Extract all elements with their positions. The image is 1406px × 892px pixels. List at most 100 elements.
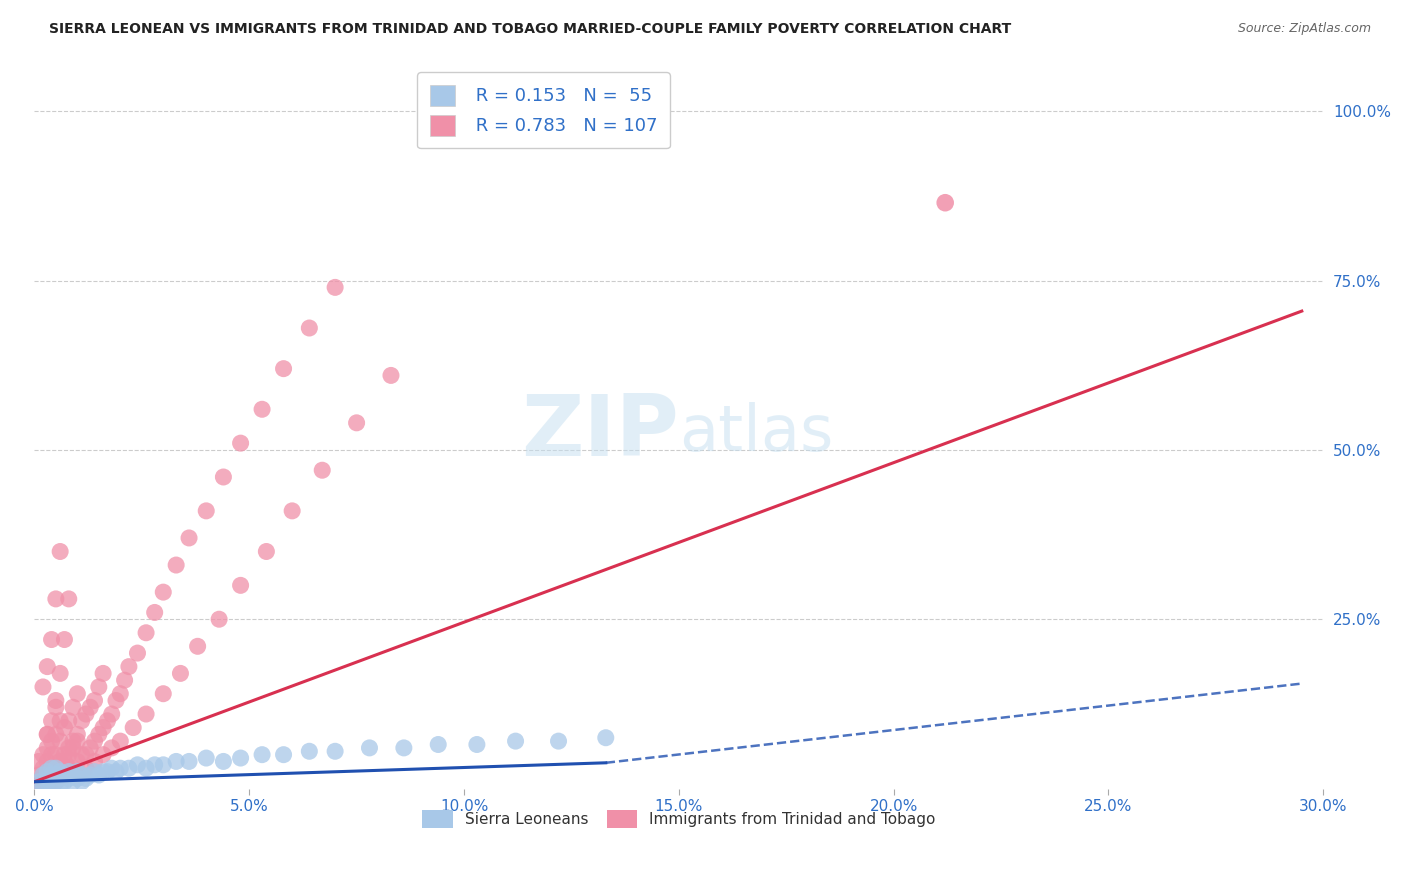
Point	[152, 585, 174, 599]
Point	[41, 768, 63, 782]
Point	[49, 764, 72, 779]
Point	[53, 755, 76, 769]
Point	[41, 761, 63, 775]
Point	[143, 757, 166, 772]
Point	[53, 768, 76, 782]
Point	[177, 531, 200, 545]
Point	[53, 774, 76, 789]
Point	[62, 768, 84, 782]
Point	[66, 772, 89, 786]
Point	[28, 778, 51, 792]
Point	[70, 774, 93, 789]
Point	[41, 747, 63, 762]
Point	[135, 761, 157, 775]
Point	[392, 740, 415, 755]
Point	[62, 774, 84, 789]
Point	[28, 778, 51, 792]
Point	[49, 755, 72, 769]
Point	[37, 727, 59, 741]
Point	[110, 761, 132, 775]
Point	[83, 693, 105, 707]
Point	[49, 761, 72, 775]
Point	[49, 778, 72, 792]
Point	[62, 761, 84, 775]
Point	[70, 747, 93, 762]
Point	[273, 361, 295, 376]
Point	[28, 768, 51, 782]
Point	[96, 714, 118, 728]
Point	[37, 755, 59, 769]
Point	[547, 734, 569, 748]
Point	[41, 768, 63, 782]
Point	[37, 772, 59, 786]
Point	[45, 693, 67, 707]
Point	[45, 761, 67, 775]
Point	[169, 666, 191, 681]
Point	[66, 727, 89, 741]
Point	[32, 761, 55, 775]
Point	[49, 734, 72, 748]
Point	[37, 659, 59, 673]
Point	[87, 680, 110, 694]
Point	[49, 768, 72, 782]
Point	[465, 738, 488, 752]
Point	[37, 740, 59, 755]
Point	[229, 436, 252, 450]
Point	[75, 761, 97, 775]
Point	[32, 680, 55, 694]
Point	[114, 673, 136, 688]
Point	[87, 768, 110, 782]
Point	[66, 764, 89, 779]
Point	[212, 755, 235, 769]
Point	[118, 659, 141, 673]
Point	[45, 727, 67, 741]
Point	[58, 761, 80, 775]
Point	[135, 706, 157, 721]
Point	[122, 721, 145, 735]
Text: SIERRA LEONEAN VS IMMIGRANTS FROM TRINIDAD AND TOBAGO MARRIED-COUPLE FAMILY POVE: SIERRA LEONEAN VS IMMIGRANTS FROM TRINID…	[49, 22, 1011, 37]
Point	[37, 764, 59, 779]
Point	[298, 744, 321, 758]
Point	[254, 544, 277, 558]
Point	[91, 747, 114, 762]
Point	[45, 747, 67, 762]
Point	[105, 693, 128, 707]
Point	[75, 706, 97, 721]
Point	[66, 734, 89, 748]
Point	[53, 721, 76, 735]
Point	[58, 764, 80, 779]
Point	[70, 768, 93, 782]
Point	[75, 747, 97, 762]
Point	[41, 761, 63, 775]
Point	[87, 727, 110, 741]
Point	[83, 764, 105, 779]
Point	[32, 778, 55, 792]
Point	[165, 755, 187, 769]
Point	[359, 740, 381, 755]
Point	[66, 755, 89, 769]
Point	[177, 755, 200, 769]
Point	[595, 731, 617, 745]
Point	[41, 774, 63, 789]
Point	[28, 774, 51, 789]
Point	[37, 774, 59, 789]
Point	[346, 416, 368, 430]
Point	[45, 591, 67, 606]
Point	[45, 774, 67, 789]
Point	[91, 666, 114, 681]
Point	[66, 687, 89, 701]
Point	[91, 721, 114, 735]
Point	[152, 757, 174, 772]
Point	[187, 640, 209, 654]
Point	[229, 751, 252, 765]
Point	[208, 612, 231, 626]
Point	[229, 578, 252, 592]
Point	[165, 558, 187, 572]
Point	[45, 700, 67, 714]
Point	[32, 774, 55, 789]
Point	[53, 632, 76, 647]
Point	[62, 734, 84, 748]
Point	[110, 734, 132, 748]
Point	[143, 606, 166, 620]
Point	[127, 646, 149, 660]
